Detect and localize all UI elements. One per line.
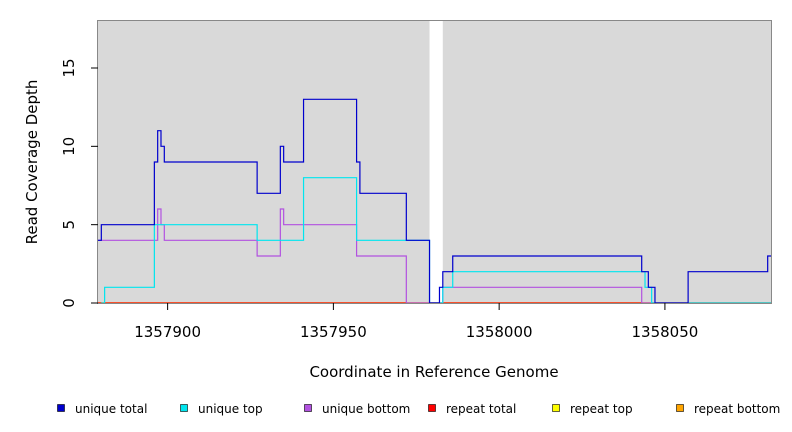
legend-label-repeat-top: repeat top xyxy=(570,402,633,416)
x-tick-label: 1357950 xyxy=(300,323,367,341)
legend-label-unique-top: unique top xyxy=(198,402,263,416)
shaded-regions xyxy=(98,21,771,303)
legend-label-repeat-total: repeat total xyxy=(446,402,516,416)
legend-label-repeat-bottom: repeat bottom xyxy=(694,402,780,416)
y-tick-label: 15 xyxy=(60,58,78,77)
y-tick-label: 0 xyxy=(60,298,78,308)
shaded-region-2 xyxy=(442,21,771,303)
plot-frame xyxy=(97,20,772,304)
legend: unique total unique top unique bottom repea… xyxy=(57,402,780,416)
legend-swatch-repeat-total xyxy=(428,404,436,412)
x-axis: 1357900 1357950 1358000 1358050 xyxy=(134,303,698,341)
x-tick-label: 1358000 xyxy=(466,323,533,341)
legend-swatch-unique-top xyxy=(180,404,188,412)
y-axis-title: Read Coverage Depth xyxy=(23,80,41,245)
legend-swatch-repeat-bottom xyxy=(676,404,684,412)
y-tick-label: 10 xyxy=(60,137,78,156)
legend-swatch-unique-total xyxy=(57,404,65,412)
x-tick-label: 1357900 xyxy=(134,323,201,341)
legend-label-unique-bottom: unique bottom xyxy=(322,402,410,416)
y-tick-label: 5 xyxy=(60,220,78,230)
x-axis-title: Coordinate in Reference Genome xyxy=(309,363,558,381)
legend-swatch-unique-bottom xyxy=(304,404,312,412)
legend-label-unique-total: unique total xyxy=(75,402,147,416)
legend-swatch-repeat-top xyxy=(552,404,560,412)
x-tick-label: 1358050 xyxy=(632,323,699,341)
series-unique-total xyxy=(98,98,771,304)
shaded-region-1 xyxy=(98,21,430,303)
y-axis: 0 5 10 15 xyxy=(60,58,98,308)
